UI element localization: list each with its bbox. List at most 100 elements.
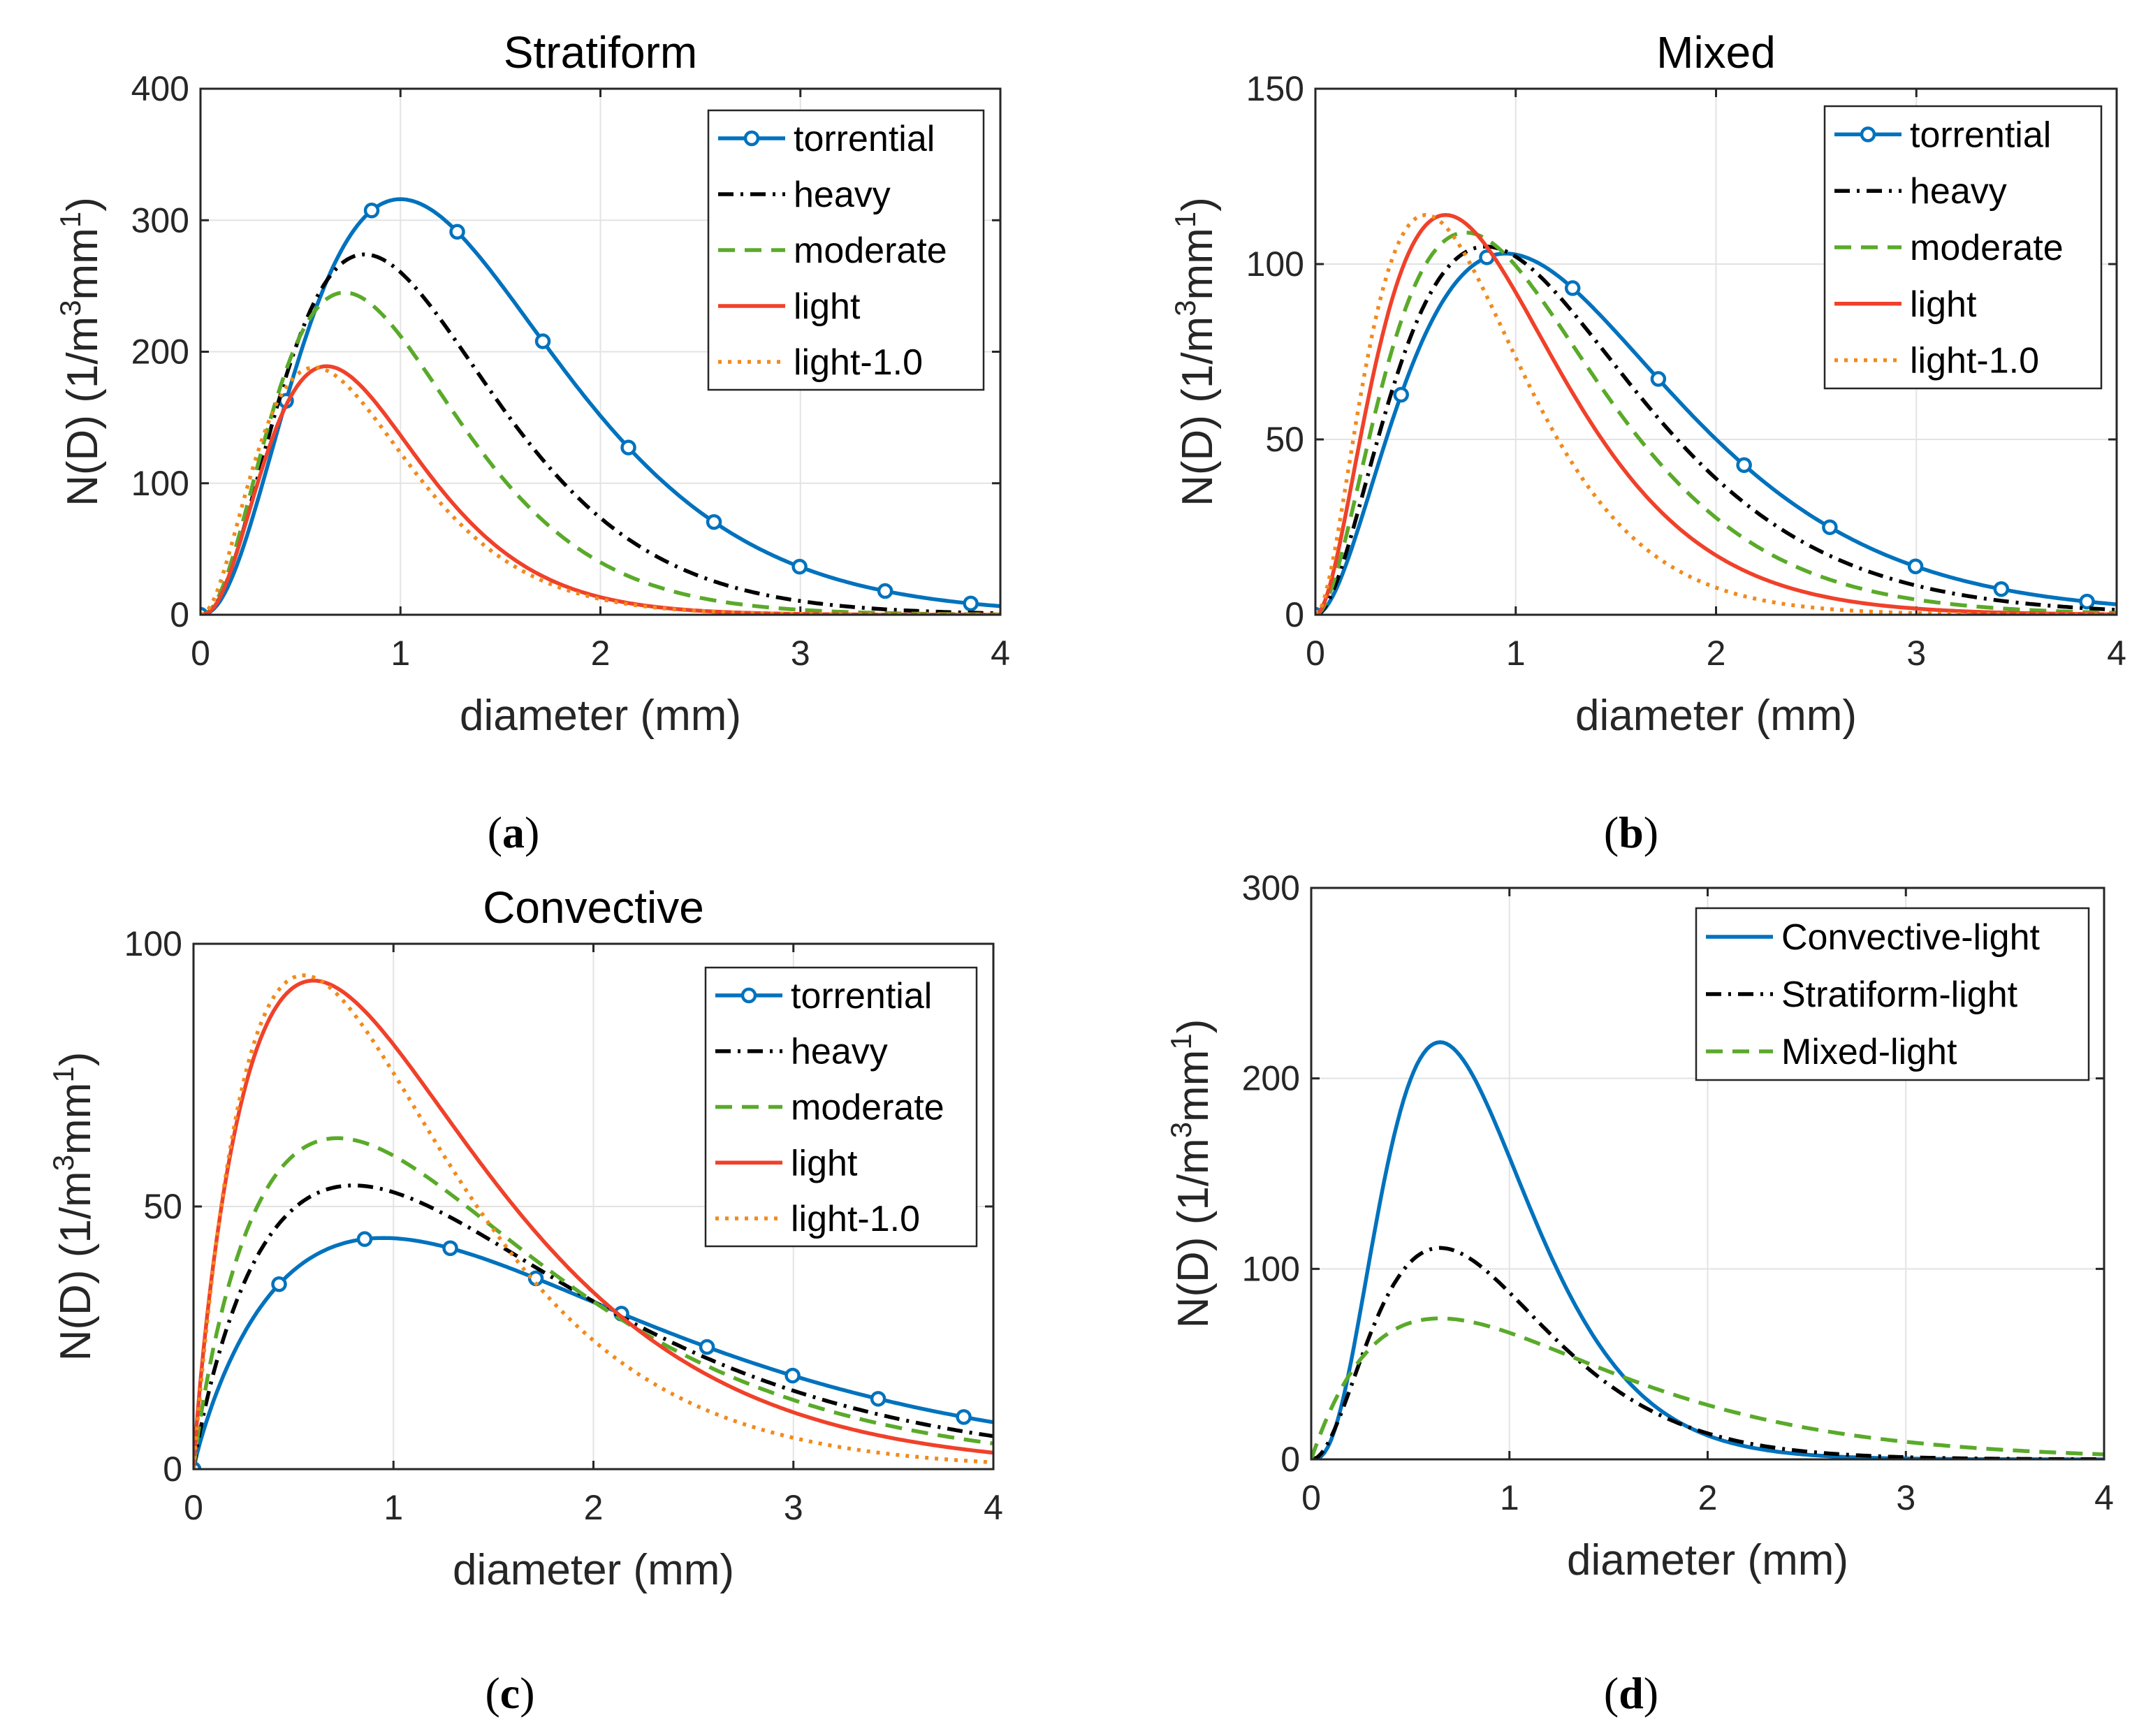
- data-point: [870, 1391, 886, 1407]
- y-tick-label: 150: [1246, 69, 1304, 108]
- series-line-torrential: [200, 197, 1000, 615]
- legend-entry: heavy: [1910, 171, 2007, 212]
- legend-entry: heavy: [791, 1032, 888, 1072]
- panel-caption: (a): [488, 808, 540, 857]
- legend-entry: torrential: [1910, 115, 2051, 155]
- legend: torrential heavy moderate light light-1.0: [704, 966, 978, 1248]
- y-tick-label: 100: [1242, 1249, 1300, 1288]
- legend-entry: Mixed-light: [1781, 1032, 1957, 1072]
- x-tick-label: 0: [191, 634, 210, 673]
- legend-entry: Convective-light: [1781, 917, 2040, 958]
- legend-entry: light: [791, 1143, 858, 1183]
- axes-frame: [199, 87, 1002, 616]
- legend-marker: [740, 987, 757, 1004]
- data-point: [271, 1276, 287, 1292]
- y-axis-label: N(D) (1/m3mm1): [54, 197, 107, 506]
- panel-3: 0 1 2 3 4 0 50 100 Convective diameter (mm) N(D) (…: [47, 882, 1003, 1718]
- legend-entry: light-1.0: [1910, 341, 2039, 381]
- series-group: [194, 973, 993, 1469]
- legend-entry: torrential: [794, 119, 935, 159]
- x-tick-label: 1: [384, 1488, 403, 1527]
- data-point: [956, 1409, 972, 1425]
- data-point: [534, 333, 551, 349]
- x-tick-label: 1: [1506, 634, 1526, 673]
- series-line-moderate: [1315, 231, 2117, 615]
- data-point: [1393, 386, 1409, 403]
- series-line-torrential: [1315, 251, 2117, 615]
- x-tick-label: 4: [2107, 634, 2126, 673]
- panel-4: 0 1 2 3 4 0 100 200 300 diameter (mm) N(D) (1/m3mm…: [1165, 868, 2114, 1718]
- x-tick-label: 0: [1301, 1478, 1321, 1517]
- data-point: [877, 583, 893, 599]
- x-tick-label: 0: [184, 1488, 203, 1527]
- legend-entry: moderate: [791, 1088, 944, 1128]
- y-tick-label: 0: [1280, 1440, 1300, 1479]
- legend-entry: light-1.0: [794, 342, 923, 383]
- data-point: [356, 1231, 373, 1247]
- legend-entry: light: [794, 286, 861, 327]
- data-point: [1736, 457, 1752, 474]
- data-point: [1564, 280, 1581, 296]
- series-line-stratiform-light: [1311, 1246, 2104, 1459]
- series-line-light-1-0: [1315, 212, 2117, 615]
- series-line-light: [194, 978, 993, 1469]
- x-tick-label: 3: [791, 634, 810, 673]
- series-line-heavy: [1315, 245, 2117, 615]
- x-tick-label: 2: [591, 634, 611, 673]
- chart-title: Mixed: [1656, 27, 1776, 78]
- data-point: [699, 1339, 715, 1355]
- y-axis-label: N(D) (1/m3mm1): [1165, 1019, 1218, 1329]
- axes-frame: [1314, 87, 2118, 616]
- series-line-moderate: [194, 1136, 993, 1469]
- axes-frame: [192, 942, 995, 1471]
- x-tick-label: 4: [2094, 1478, 2114, 1517]
- x-tick-label: 4: [984, 1488, 1003, 1527]
- legend-entry: moderate: [794, 231, 947, 271]
- panel-caption: (b): [1604, 808, 1658, 857]
- legend-entry: light: [1910, 284, 1977, 325]
- data-point: [363, 203, 380, 219]
- series-line-light-1-0: [194, 973, 993, 1469]
- y-axis-label: N(D) (1/m3mm1): [47, 1052, 100, 1362]
- data-point: [620, 439, 636, 455]
- chart-title: Convective: [483, 882, 704, 933]
- data-point: [963, 595, 979, 612]
- x-tick-label: 1: [1500, 1478, 1519, 1517]
- data-point: [784, 1367, 801, 1384]
- x-tick-label: 0: [1306, 634, 1325, 673]
- y-tick-label: 400: [131, 69, 189, 108]
- x-tick-label: 3: [1896, 1478, 1915, 1517]
- x-axis-label: diameter (mm): [453, 1546, 734, 1594]
- data-point: [706, 513, 722, 530]
- data-point: [442, 1240, 458, 1257]
- y-tick-label: 300: [131, 200, 189, 240]
- legend: torrential heavy moderate light light-1.0: [1823, 105, 2103, 390]
- legend-entry: torrential: [791, 976, 932, 1016]
- panel-1: 0 1 2 3 4 0 100 200 300 400 Stratiform diameter (mm…: [54, 27, 1010, 857]
- x-axis-label: diameter (mm): [1567, 1536, 1848, 1584]
- y-tick-label: 50: [1265, 420, 1304, 459]
- legend-marker: [1860, 126, 1876, 143]
- legend-entry: Stratiform-light: [1781, 975, 2018, 1015]
- data-point: [1650, 371, 1667, 387]
- series-group: [1315, 212, 2117, 615]
- panel-caption: (d): [1604, 1668, 1658, 1718]
- legend-entry: light-1.0: [791, 1199, 920, 1239]
- axes-frame: [1310, 887, 2105, 1461]
- y-tick-label: 200: [1242, 1059, 1300, 1098]
- series-line-heavy: [194, 1183, 993, 1469]
- y-tick-label: 300: [1242, 868, 1300, 907]
- y-tick-label: 0: [170, 595, 189, 634]
- y-axis-label: N(D) (1/m3mm1): [1169, 197, 1222, 506]
- x-tick-label: 3: [1906, 634, 1926, 673]
- x-tick-label: 1: [390, 634, 410, 673]
- series-line-light: [1315, 212, 2117, 615]
- legend-entry: heavy: [794, 175, 891, 215]
- x-axis-label: diameter (mm): [1575, 692, 1857, 740]
- x-tick-label: 3: [784, 1488, 803, 1527]
- legend-entry: moderate: [1910, 228, 2064, 268]
- y-tick-label: 200: [131, 333, 189, 372]
- chart-title: Stratiform: [504, 27, 697, 78]
- x-tick-label: 2: [1698, 1478, 1718, 1517]
- y-tick-label: 0: [1285, 595, 1304, 634]
